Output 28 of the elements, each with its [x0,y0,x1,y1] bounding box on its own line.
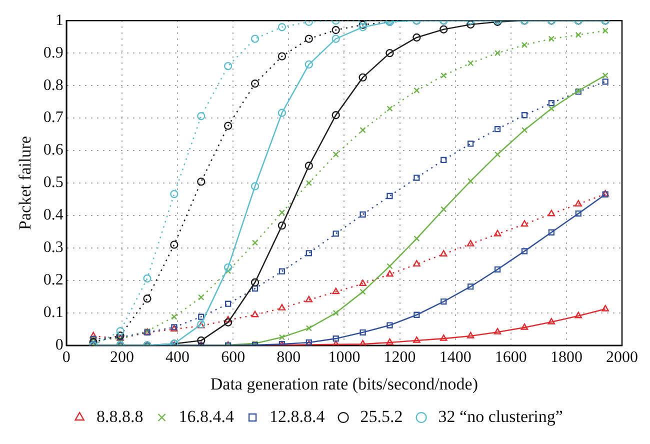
x-tick-label: 2000 [606,349,638,366]
y-tick-label: 0.9 [43,44,64,62]
y-axis-title: Packet failure [16,136,35,230]
x-tick-label: 1800 [550,349,582,366]
y-tick-label: 0.5 [43,174,64,192]
y-tick-label: 0.2 [43,272,64,289]
x-tick-label: 1200 [384,349,416,366]
y-tick-label: 0.7 [43,109,64,126]
y-tick-label: 1 [55,12,64,29]
y-tick-label: 0.4 [43,206,64,224]
x-tick-label: 800 [276,349,301,366]
x-tick-label: 400 [166,349,190,366]
x-tick-label: 200 [110,349,134,366]
x-tick-label: 1000 [328,349,360,366]
legend-label: 12.8.8.4 [270,406,326,426]
y-tick-label: 0.8 [43,76,64,94]
legend-label: 32 “no clustering” [438,406,563,426]
x-axis-title: Data generation rate (bits/second/node) [210,374,478,394]
legend-label: 8.8.8.8 [96,406,144,426]
y-tick-label: 0 [55,336,64,354]
y-tick-label: 0.1 [43,304,64,322]
x-tick-label: 600 [221,349,246,366]
legend-label: 25.5.2 [360,406,403,426]
x-tick-label: 1600 [494,349,527,366]
legend-label: 16.8.4.4 [178,406,235,426]
y-tick-label: 0.3 [43,239,64,256]
y-tick-label: 0.6 [43,142,64,159]
x-tick-label: 1400 [439,349,472,366]
